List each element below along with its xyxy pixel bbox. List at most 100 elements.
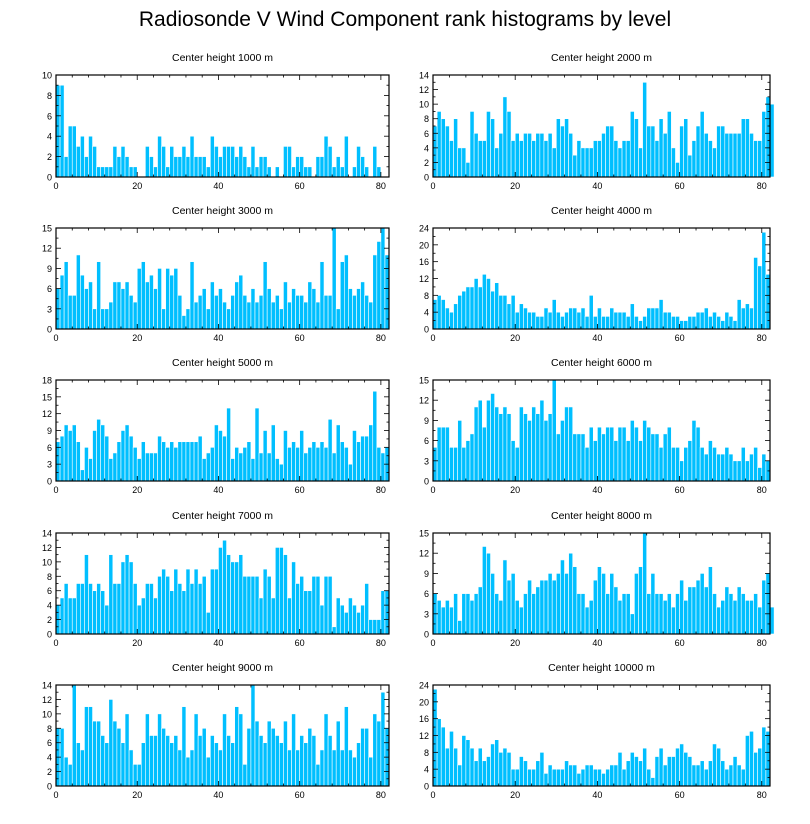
x-tick-label: 80 — [376, 790, 386, 800]
histogram-bar — [576, 773, 582, 787]
histogram-bar — [372, 146, 378, 178]
histogram-bar — [59, 84, 65, 178]
x-tick-label: 60 — [295, 333, 305, 343]
histogram-bar — [197, 435, 203, 482]
histogram-bar — [291, 166, 296, 178]
histogram-bar — [274, 458, 280, 482]
histogram-bar — [576, 311, 582, 330]
histogram-bar — [436, 600, 442, 635]
panel-title: Center height 4000 m — [551, 205, 652, 217]
y-tick-label: 15 — [42, 224, 52, 234]
y-tick-label: 15 — [419, 376, 429, 386]
histogram-bar — [440, 606, 446, 635]
y-tick-label: 0 — [47, 782, 52, 792]
histogram-bar — [153, 166, 158, 178]
histogram-bar — [473, 278, 479, 330]
histogram-bar — [100, 590, 106, 635]
histogram-bar — [683, 752, 689, 787]
histogram-bar — [457, 295, 463, 330]
histogram-bar — [605, 125, 611, 178]
histogram-bar — [169, 441, 175, 482]
histogram-bar — [238, 274, 244, 330]
histogram-bar — [745, 460, 750, 482]
histogram-bar — [173, 568, 179, 635]
histogram-bar — [339, 441, 345, 482]
histogram-bar — [679, 320, 684, 330]
histogram-bar — [560, 125, 565, 178]
histogram-bar — [145, 713, 150, 787]
histogram-bar — [584, 147, 590, 178]
histogram-bar — [258, 735, 264, 787]
histogram-bar — [457, 764, 463, 787]
histogram-bar — [588, 295, 594, 330]
histogram-bar — [352, 166, 357, 178]
histogram-bar — [436, 111, 442, 178]
histogram-bar — [728, 453, 734, 482]
histogram-bar — [551, 299, 557, 330]
x-tick-label: 80 — [757, 638, 767, 648]
histogram-bar — [650, 125, 656, 178]
histogram-bar — [543, 420, 549, 482]
histogram-bar — [283, 146, 288, 178]
histogram-bar — [732, 132, 738, 178]
histogram-bar — [675, 316, 680, 330]
histogram-bar — [642, 316, 648, 330]
histogram-bar — [201, 458, 207, 482]
histogram-bar — [457, 620, 463, 635]
histogram-bar — [173, 156, 179, 178]
x-tick-label: 40 — [213, 638, 223, 648]
histogram-bar — [588, 600, 594, 635]
histogram-bar — [650, 777, 656, 787]
histogram-bar — [761, 579, 767, 635]
histogram-bar — [465, 440, 471, 482]
histogram-bar — [80, 274, 85, 330]
histogram-bar — [234, 156, 240, 178]
histogram-bar — [572, 764, 578, 787]
histogram-bar — [315, 301, 321, 330]
histogram-bar — [254, 166, 260, 178]
histogram-panel: Center height 10000 m 0 20 40 60 80 0 4 8 12 16 20 2… — [419, 662, 771, 800]
histogram-bar — [473, 132, 479, 178]
histogram-bar — [613, 764, 619, 787]
histogram-bar — [638, 760, 643, 787]
x-tick-label: 0 — [53, 181, 58, 191]
histogram-bar — [691, 316, 697, 330]
histogram-bar — [169, 742, 175, 787]
histogram-bar — [601, 316, 606, 330]
histogram-bar — [335, 597, 341, 635]
histogram-bar — [477, 286, 483, 330]
histogram-bar — [124, 554, 130, 635]
histogram-bar — [555, 311, 561, 330]
histogram-bar — [116, 281, 122, 330]
histogram-bar — [67, 764, 73, 787]
y-tick-label: 9 — [47, 426, 52, 436]
y-tick-label: 0 — [424, 173, 429, 183]
histogram-bar — [605, 593, 611, 635]
histogram-bar — [112, 720, 118, 787]
y-tick-label: 4 — [424, 308, 429, 318]
histogram-bar — [498, 600, 504, 635]
histogram-bar — [169, 274, 175, 330]
panel-title: Center height 3000 m — [172, 205, 273, 217]
histogram-bar — [169, 590, 175, 635]
histogram-bar — [535, 413, 541, 482]
histogram-bar — [592, 316, 598, 330]
histogram-bar — [703, 586, 709, 635]
y-tick-label: 9 — [424, 569, 429, 579]
y-tick-label: 12 — [42, 244, 52, 254]
histogram-bar — [494, 593, 500, 635]
histogram-bar — [638, 320, 643, 330]
y-tick-label: 24 — [419, 224, 429, 234]
histogram-bar — [270, 424, 276, 482]
histogram-bar — [254, 407, 260, 482]
histogram-bar — [646, 426, 652, 482]
histogram-bar — [145, 583, 150, 635]
histogram-bar — [352, 430, 357, 482]
y-tick-label: 8 — [47, 91, 52, 101]
histogram-bar — [181, 706, 187, 787]
y-tick-label: 10 — [419, 100, 429, 110]
histogram-bar — [687, 756, 693, 787]
x-tick-label: 80 — [757, 333, 767, 343]
x-tick-label: 60 — [675, 485, 685, 495]
histogram-bar — [270, 597, 276, 635]
